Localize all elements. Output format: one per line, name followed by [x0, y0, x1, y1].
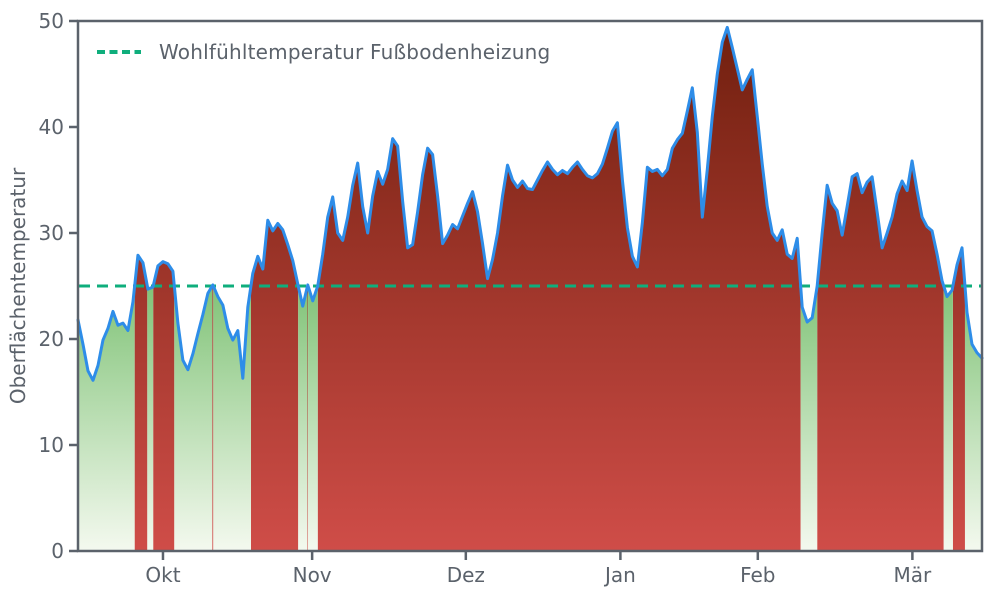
fill-run-above [134, 255, 148, 551]
legend-label: Wohlfühltemperatur Fußbodenheizung [159, 40, 551, 64]
fill-run-above [153, 261, 175, 551]
fill-run-below [800, 286, 818, 551]
above-threshold-fill [134, 27, 965, 552]
x-tick-label: Nov [293, 563, 332, 587]
y-tick-label: 40 [39, 115, 64, 139]
fill-run-below [943, 286, 953, 551]
below-threshold-fill [78, 286, 982, 551]
fill-run-above [317, 27, 801, 552]
fill-run-below [308, 286, 318, 551]
fill-run-below [147, 286, 154, 551]
fill-run-above [952, 247, 965, 551]
fill-run-above [212, 284, 214, 551]
fill-run-below [964, 286, 982, 551]
x-tick-label: Mär [894, 563, 933, 587]
temperature-line [76, 25, 984, 382]
fill-run-below [298, 286, 308, 551]
axis-ticks: 0 10 20 30 40 50 Okt Nov Dez Jan Feb Mär [39, 9, 932, 587]
fill-run-above [307, 284, 309, 551]
legend-line-sample [97, 50, 141, 54]
x-tick-label: Dez [447, 563, 485, 587]
y-tick-label: 20 [39, 327, 64, 351]
fill-run-below [78, 286, 135, 551]
fill-run-above [250, 220, 299, 551]
fill-run-below [174, 286, 213, 551]
plot-border [76, 19, 984, 553]
fill-run-below [213, 286, 251, 551]
y-axis-title: Oberflächentemperatur [6, 167, 30, 404]
x-tick-label: Feb [740, 563, 775, 587]
y-tick-label: 30 [39, 221, 64, 245]
fill-run-above [817, 160, 944, 552]
legend: Wohlfühltemperatur Fußbodenheizung [96, 40, 550, 64]
y-tick-label: 10 [39, 433, 64, 457]
y-tick-label: 0 [51, 539, 64, 563]
x-tick-label: Okt [145, 563, 180, 587]
y-tick-label: 50 [39, 9, 64, 33]
x-tick-label: Jan [603, 563, 636, 587]
